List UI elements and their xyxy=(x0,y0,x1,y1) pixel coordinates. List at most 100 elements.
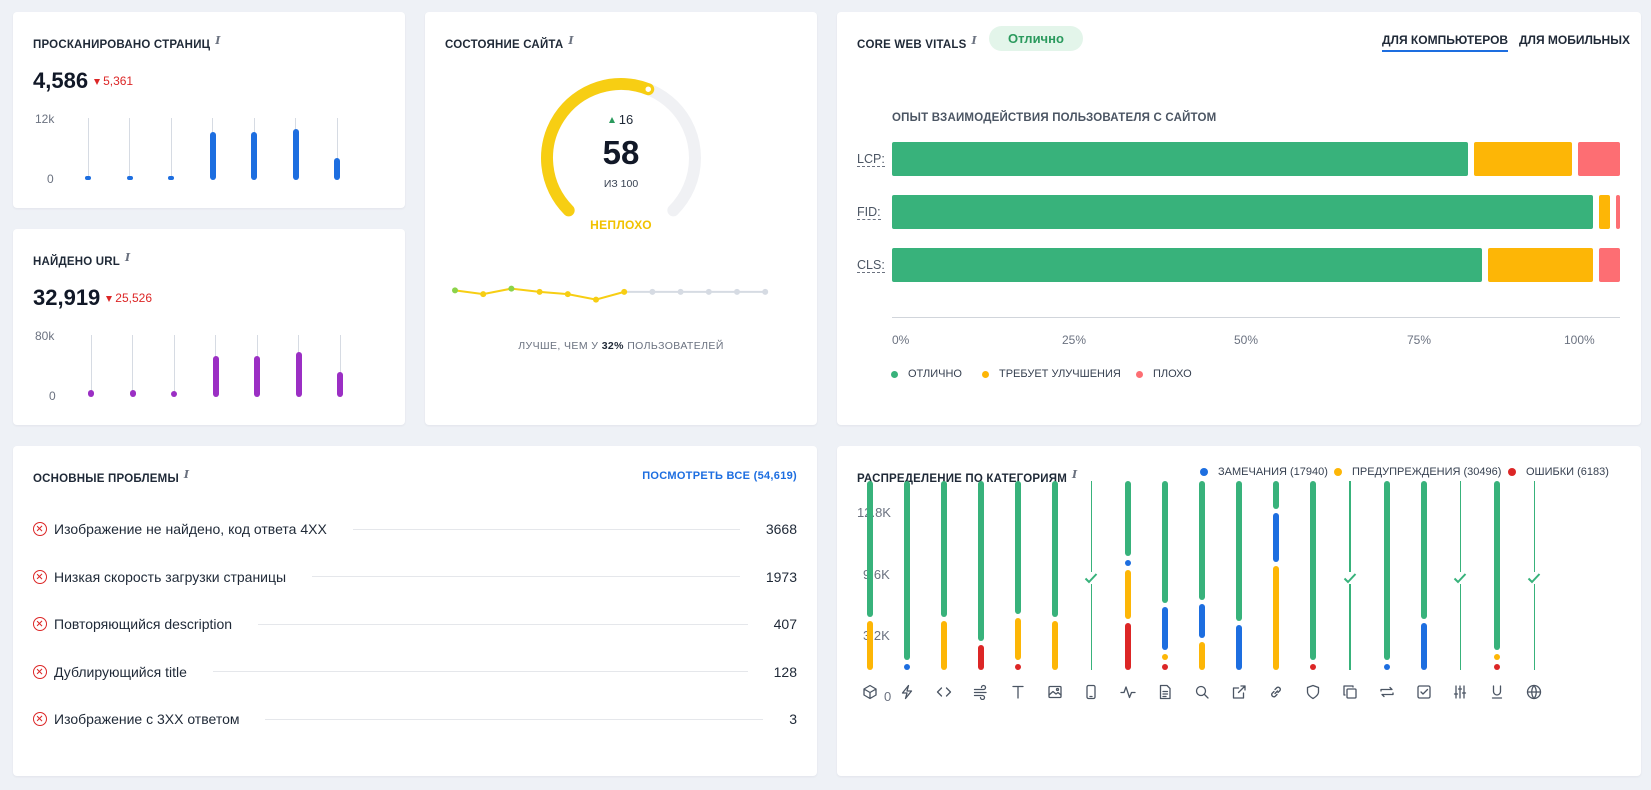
category-segment-err[interactable] xyxy=(1125,622,1132,670)
category-column[interactable] xyxy=(1051,481,1058,670)
info-icon[interactable]: i xyxy=(215,34,221,47)
mini-chart-bar[interactable] xyxy=(295,335,302,397)
issue-count[interactable]: 128 xyxy=(773,663,797,680)
category-segment-ok[interactable] xyxy=(1014,481,1021,615)
underline-icon[interactable] xyxy=(1489,684,1505,700)
issue-row[interactable]: Дублирующийся title 128 xyxy=(33,662,797,682)
category-column[interactable] xyxy=(1199,481,1206,670)
category-column[interactable] xyxy=(1420,481,1427,670)
history-point[interactable] xyxy=(593,296,599,303)
category-segment-ok[interactable] xyxy=(1051,481,1058,617)
history-point[interactable] xyxy=(536,288,543,295)
issue-name[interactable]: Изображение с 3XX ответом xyxy=(54,711,240,727)
history-point[interactable] xyxy=(705,288,712,295)
cwv-bar-ni[interactable] xyxy=(1487,248,1593,282)
category-segment-warn[interactable] xyxy=(867,620,873,670)
category-segment-notes[interactable] xyxy=(1420,622,1427,670)
mini-chart-bar[interactable] xyxy=(337,335,343,397)
category-column[interactable] xyxy=(1125,481,1132,670)
issue-count[interactable]: 1973 xyxy=(765,568,797,585)
mini-chart-bar[interactable] xyxy=(85,118,91,180)
category-segment-ok[interactable] xyxy=(1383,481,1390,660)
issue-name[interactable]: Низкая скорость загрузки страницы xyxy=(54,568,287,585)
category-column[interactable] xyxy=(1309,481,1316,670)
history-point[interactable] xyxy=(508,285,515,292)
category-segment-warn[interactable] xyxy=(1051,620,1058,670)
pulse-icon[interactable] xyxy=(1120,684,1136,700)
category-segment-err[interactable] xyxy=(977,645,984,670)
issue-name[interactable]: Повторяющийся description xyxy=(54,616,233,632)
category-column[interactable] xyxy=(1342,481,1357,670)
mini-chart-bar[interactable] xyxy=(209,118,216,180)
mini-chart-bar[interactable] xyxy=(212,335,219,397)
cwv-bar-good[interactable] xyxy=(892,195,1594,229)
external-link-icon[interactable] xyxy=(1231,684,1247,700)
info-icon[interactable]: i xyxy=(125,251,131,264)
category-column[interactable] xyxy=(867,481,873,670)
category-column[interactable] xyxy=(1272,481,1279,670)
mini-chart-bar[interactable] xyxy=(251,118,257,180)
mobile-icon[interactable] xyxy=(1083,684,1099,700)
history-point[interactable] xyxy=(621,288,628,295)
issue-row[interactable]: Низкая скорость загрузки страницы 1973 xyxy=(33,567,797,587)
view-all-issues-link[interactable]: Посмотреть все (54,619) xyxy=(642,470,797,482)
cwv-row-label[interactable]: LCP: xyxy=(857,152,885,167)
mini-chart-bar[interactable] xyxy=(126,118,133,180)
category-segment-ok[interactable] xyxy=(977,481,984,642)
info-icon[interactable]: i xyxy=(971,34,977,47)
category-segment-ok[interactable] xyxy=(1420,481,1427,619)
document-icon[interactable] xyxy=(1157,684,1173,700)
category-segment-warn[interactable] xyxy=(1272,566,1279,670)
sliders-icon[interactable] xyxy=(1452,684,1468,700)
cwv-bar-poor[interactable] xyxy=(1577,142,1620,176)
lightning-icon[interactable] xyxy=(899,684,915,700)
category-segment-warn[interactable] xyxy=(1199,641,1206,670)
search-icon[interactable] xyxy=(1194,684,1210,700)
category-segment-notes[interactable] xyxy=(1236,624,1242,670)
category-segment-ok[interactable] xyxy=(1494,481,1501,650)
checkbox-icon[interactable] xyxy=(1416,684,1432,700)
history-point[interactable] xyxy=(677,288,684,295)
shield-icon[interactable] xyxy=(1305,684,1321,700)
mini-chart-bar[interactable] xyxy=(171,335,177,397)
category-segment-notes[interactable] xyxy=(1125,559,1132,566)
code-icon[interactable] xyxy=(936,684,952,700)
category-segment-err[interactable] xyxy=(1494,664,1501,670)
category-segment-err[interactable] xyxy=(1162,664,1169,670)
globe-icon[interactable] xyxy=(1526,684,1542,700)
tab-mobile[interactable]: Для мобильных xyxy=(1519,33,1630,47)
issue-row[interactable]: Изображение не найдено, код ответа 4XX 36… xyxy=(33,519,797,539)
category-column[interactable] xyxy=(1014,481,1021,670)
cwv-bar-ni[interactable] xyxy=(1599,195,1610,229)
category-segment-ok[interactable] xyxy=(867,481,873,617)
history-point[interactable] xyxy=(480,291,487,298)
mini-chart-bar[interactable] xyxy=(292,118,299,180)
category-column[interactable] xyxy=(1162,481,1169,670)
cwv-bar-poor[interactable] xyxy=(1598,248,1620,282)
category-segment-ok[interactable] xyxy=(1125,481,1132,556)
tab-desktop[interactable]: Для компьютеров xyxy=(1382,33,1509,52)
category-segment-notes[interactable] xyxy=(1199,603,1206,638)
category-segment-warn[interactable] xyxy=(1014,618,1021,660)
history-point[interactable] xyxy=(762,288,769,295)
category-segment-ok[interactable] xyxy=(940,481,947,617)
category-column[interactable] xyxy=(1494,481,1501,670)
mini-chart-bar[interactable] xyxy=(88,335,94,397)
category-segment-notes[interactable] xyxy=(903,664,910,670)
history-point[interactable] xyxy=(452,287,458,294)
wind-icon[interactable] xyxy=(973,684,989,700)
info-icon[interactable]: i xyxy=(568,34,574,47)
text-icon[interactable] xyxy=(1010,684,1026,700)
history-point[interactable] xyxy=(564,291,571,298)
category-segment-ok[interactable] xyxy=(903,481,910,660)
cwv-bar-good[interactable] xyxy=(892,142,1468,176)
issue-row[interactable]: Повторяющийся description 407 xyxy=(33,614,797,634)
category-column[interactable] xyxy=(1236,481,1242,670)
category-segment-warn[interactable] xyxy=(940,620,947,670)
cube-icon[interactable] xyxy=(862,684,878,700)
category-column[interactable] xyxy=(903,481,910,670)
history-point[interactable] xyxy=(734,288,740,295)
issue-count[interactable]: 407 xyxy=(773,616,797,632)
category-column[interactable] xyxy=(1527,481,1542,670)
category-column[interactable] xyxy=(1383,481,1390,670)
